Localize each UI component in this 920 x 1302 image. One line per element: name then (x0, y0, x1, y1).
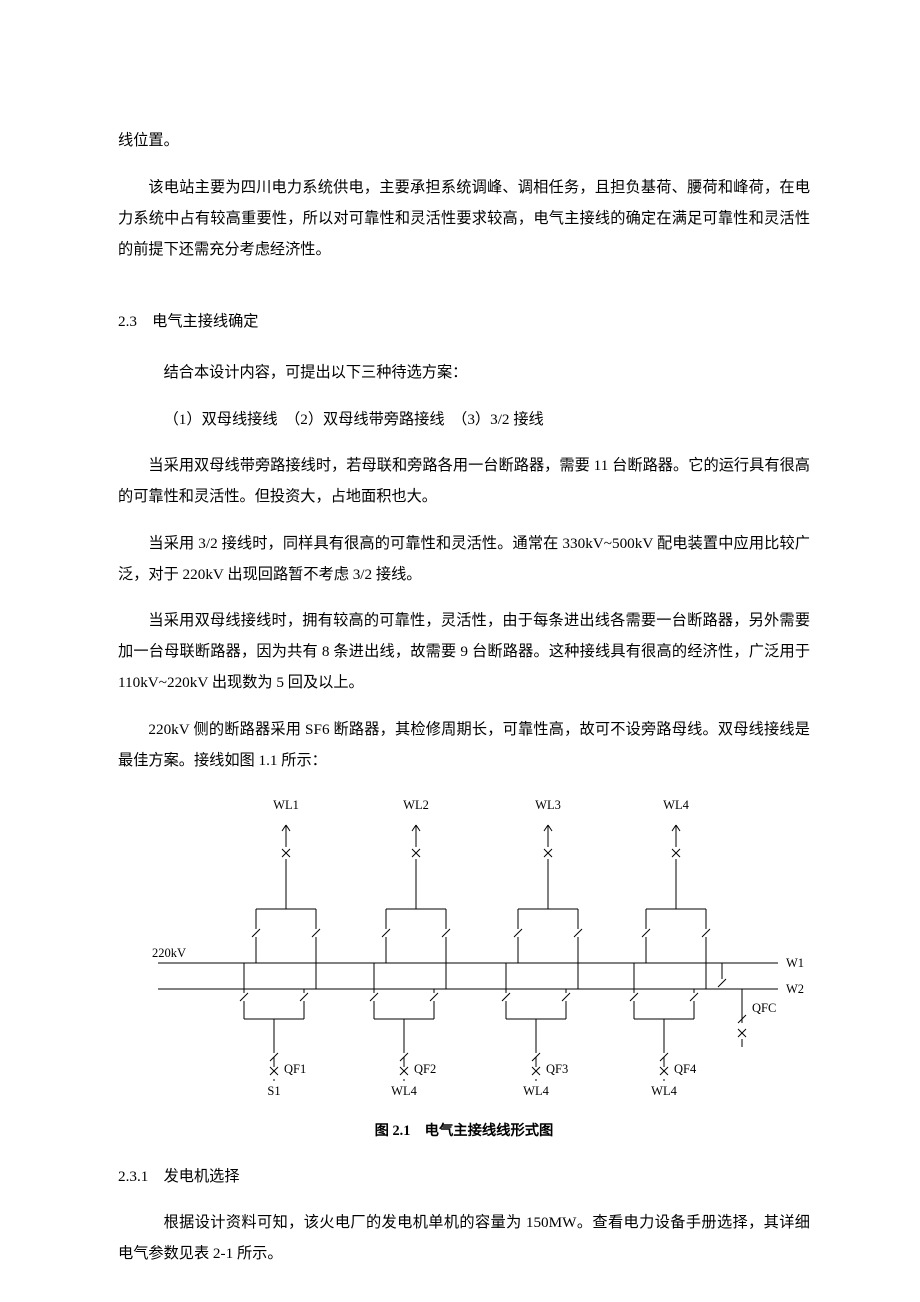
svg-text:QF3: QF3 (546, 1062, 568, 1076)
svg-text:QFC: QFC (752, 1001, 776, 1015)
body-text: 根据设计资料可知，该火电厂的发电机单机的容量为 150MW。查看电力设备手册选择… (118, 1207, 810, 1269)
body-text: 该电站主要为四川电力系统供电，主要承担系统调峰、调相任务，且担负基荷、腰荷和峰荷… (118, 172, 810, 265)
svg-text:W2: W2 (786, 982, 804, 996)
svg-text:WL2: WL2 (403, 798, 429, 812)
spacer (118, 280, 810, 306)
figure-caption: 图 2.1 电气主接线线形式图 (118, 1117, 810, 1146)
svg-text:S1: S1 (267, 1084, 280, 1098)
wiring-diagram: 220kV W1 W2 WL1 WL2 WL3 WL4 QF1 S1 QF2 WL4 QF3 WL4 QF… (118, 791, 810, 1111)
section-heading-2-3-1: 2.3.1 发电机选择 (118, 1161, 810, 1192)
body-text: 220kV 侧的断路器采用 SF6 断路器，其检修周期长，可靠性高，故可不设旁路… (118, 714, 810, 776)
svg-text:220kV: 220kV (152, 946, 186, 960)
svg-text:WL4: WL4 (663, 798, 689, 812)
body-text: 当采用 3/2 接线时，同样具有很高的可靠性和灵活性。通常在 330kV~500… (118, 528, 810, 590)
body-text: 结合本设计内容，可提出以下三种待选方案： (118, 357, 810, 388)
body-text: 线位置。 (118, 125, 810, 156)
svg-text:WL3: WL3 (535, 798, 561, 812)
section-heading-2-3: 2.3 电气主接线确定 (118, 306, 810, 337)
svg-text:WL4: WL4 (391, 1084, 417, 1098)
body-text: （1）双母线接线 （2）双母线带旁路接线 （3）3/2 接线 (118, 404, 810, 435)
svg-text:QF1: QF1 (284, 1062, 306, 1076)
svg-text:WL4: WL4 (651, 1084, 677, 1098)
document-page: 线位置。 该电站主要为四川电力系统供电，主要承担系统调峰、调相任务，且担负基荷、… (0, 0, 920, 1302)
svg-text:WL1: WL1 (273, 798, 299, 812)
body-text: 当采用双母线带旁路接线时，若母联和旁路各用一台断路器，需要 11 台断路器。它的… (118, 450, 810, 512)
svg-text:WL4: WL4 (523, 1084, 549, 1098)
svg-text:W1: W1 (786, 956, 804, 970)
svg-text:QF2: QF2 (414, 1062, 436, 1076)
svg-text:QF4: QF4 (674, 1062, 697, 1076)
body-text: 当采用双母线接线时，拥有较高的可靠性，灵活性，由于每条进出线各需要一台断路器，另… (118, 605, 810, 698)
